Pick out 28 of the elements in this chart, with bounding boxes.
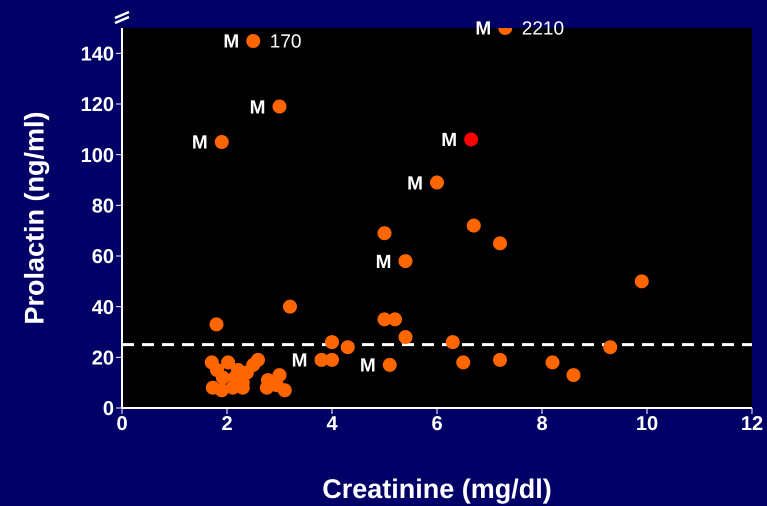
y-tick-label: 80 bbox=[92, 195, 114, 218]
x-tick-label: 0 bbox=[116, 413, 128, 436]
x-tick-label: 6 bbox=[431, 413, 443, 436]
x-tick-label: 4 bbox=[326, 413, 338, 436]
annotation: M bbox=[292, 350, 308, 372]
annotation: M bbox=[407, 173, 423, 194]
y-tick-label: 40 bbox=[92, 296, 114, 319]
annotation: M bbox=[376, 252, 392, 273]
x-tick-label: 12 bbox=[740, 413, 764, 436]
y-tick-label: 20 bbox=[92, 347, 114, 370]
y-tick-label: 100 bbox=[80, 144, 114, 167]
x-tick-label: 8 bbox=[536, 413, 548, 436]
annotation: M bbox=[360, 356, 376, 377]
y-tick-label: 60 bbox=[92, 246, 114, 268]
data-label: 2210 bbox=[522, 18, 564, 40]
annotation: M bbox=[441, 130, 458, 152]
x-tick-label: 10 bbox=[636, 413, 658, 436]
y-tick-label: 120 bbox=[80, 94, 114, 116]
y-axis-title: Prolactin (ng/ml) bbox=[20, 111, 50, 325]
annotation: M bbox=[250, 97, 266, 118]
data-label: 170 bbox=[270, 32, 302, 53]
annotation: M bbox=[475, 18, 492, 40]
annotation: M bbox=[192, 132, 208, 154]
x-tick-label: 2 bbox=[221, 413, 233, 436]
y-tick-label: 140 bbox=[80, 43, 114, 66]
y-tick-label: 0 bbox=[102, 398, 114, 420]
x-axis-title: Creatinine (mg/dl) bbox=[322, 474, 552, 504]
annotation: M bbox=[223, 32, 240, 53]
